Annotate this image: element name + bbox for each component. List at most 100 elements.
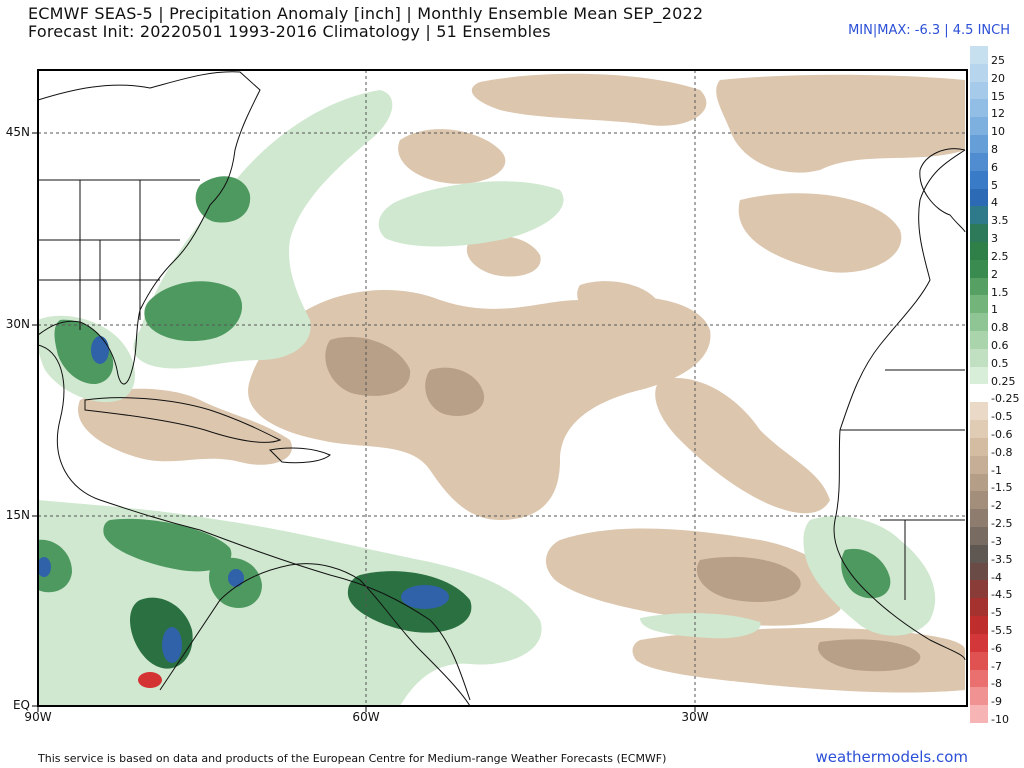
legend-label: -2.5 <box>991 517 1013 531</box>
hispaniola-coast <box>268 447 331 464</box>
legend-entry: 4 <box>970 188 1018 208</box>
dry-anomaly-region <box>577 281 661 327</box>
map-frame <box>37 69 968 707</box>
legend-swatch <box>970 81 988 100</box>
legend-swatch <box>970 633 988 652</box>
legend-entry: 2.5 <box>970 241 1018 263</box>
legend-swatch <box>970 259 988 278</box>
strong-wet-core <box>195 176 251 223</box>
strong-wet-core <box>38 539 72 593</box>
legend-entry: -0.5 <box>970 402 1018 424</box>
dry-anomaly-region <box>466 235 541 277</box>
strong-wet-core <box>144 281 243 342</box>
legend-label: 3 <box>991 232 998 246</box>
dry-anomaly-region <box>655 378 830 514</box>
legend-entry: -2 <box>970 491 1018 511</box>
legend-entry: 10 <box>970 117 1018 139</box>
ecmwf-disclaimer: This service is based on data and produc… <box>38 752 667 765</box>
legend-label: 0.25 <box>991 374 1016 388</box>
legend-swatch <box>970 598 988 617</box>
us-state-borders <box>38 179 200 330</box>
min-max-readout: MIN|MAX: -6.3 | 4.5 INCH <box>848 23 1010 38</box>
color-scale-legend: 25 20 15 12 10 8 6 5 4 3.5 3 2.5 2 1.5 1 0.8 0.6 0.5 0.25 -… <box>970 46 1020 727</box>
latitude-label-eq: EQ <box>12 698 30 712</box>
africa-borders <box>840 369 965 600</box>
coastlines <box>38 71 966 706</box>
legend-label: -4 <box>991 570 1002 584</box>
legend-entry: -0.6 <box>970 420 1018 442</box>
legend-label: 12 <box>991 107 1005 121</box>
strong-dry-core <box>425 367 485 416</box>
legend-label: -10 <box>991 713 1009 727</box>
very-wet-core <box>38 557 51 577</box>
legend-entry: -4.5 <box>970 580 1018 600</box>
legend-swatch <box>970 46 988 64</box>
legend-label: -0.5 <box>991 410 1013 424</box>
very-wet-core <box>401 585 449 609</box>
legend-swatch <box>970 491 988 510</box>
legend-swatch <box>970 135 988 153</box>
legend-swatch <box>970 241 988 260</box>
legend-label: 0.5 <box>991 356 1009 370</box>
anomaly-shading <box>38 73 965 706</box>
legend-swatch <box>970 117 988 136</box>
gulf-of-mexico-coast <box>38 344 471 701</box>
legend-swatch <box>970 170 988 189</box>
legend-swatch <box>970 277 988 296</box>
cuba-coast <box>84 397 282 443</box>
legend-entry: -2.5 <box>970 509 1018 531</box>
legend-label: -1 <box>991 463 1002 477</box>
legend-entry: 2 <box>970 259 1018 280</box>
legend-swatch <box>970 437 988 456</box>
legend-entry: 3.5 <box>970 206 1018 228</box>
legend-swatch <box>970 188 988 207</box>
legend-entry: -6 <box>970 633 1018 655</box>
chart-title-line1: ECMWF SEAS-5 | Precipitation Anomaly [in… <box>28 4 704 23</box>
legend-swatch <box>970 509 988 528</box>
strong-wet-core <box>841 548 891 599</box>
longitude-label-90w: 90W <box>24 710 52 724</box>
legend-label: 3.5 <box>991 214 1009 228</box>
legend-swatch <box>970 206 988 225</box>
legend-label: 5 <box>991 178 998 192</box>
legend-entry: 0.5 <box>970 348 1018 370</box>
legend-swatch <box>970 152 988 171</box>
legend-label: -0.6 <box>991 428 1013 442</box>
legend-swatch <box>970 687 988 706</box>
very-wet-core <box>228 569 244 587</box>
latitude-label-45n: 45N <box>5 125 30 139</box>
legend-swatch <box>970 384 988 403</box>
legend-label: -0.25 <box>991 392 1020 406</box>
legend-swatch <box>970 99 988 118</box>
dry-anomaly-region <box>398 129 506 184</box>
dry-anomaly-region <box>78 388 292 465</box>
latitude-label-30n: 30N <box>5 317 30 331</box>
extreme-dry-core <box>138 672 162 688</box>
legend-swatch <box>970 705 988 723</box>
legend-swatch <box>970 473 988 492</box>
legend-label: 20 <box>991 71 1005 85</box>
legend-swatch <box>970 562 988 581</box>
legend-label: 2.5 <box>991 249 1009 263</box>
legend-swatch <box>970 313 988 332</box>
legend-swatch <box>970 224 988 242</box>
legend-entry: -0.8 <box>970 437 1018 458</box>
legend-swatch <box>970 63 988 82</box>
legend-entry: -9 <box>970 687 1018 709</box>
legend-swatch <box>970 420 988 438</box>
legend-label: -6 <box>991 641 1002 655</box>
south-america-coast <box>159 563 471 706</box>
legend-label: 10 <box>991 125 1005 139</box>
legend-entry: 0.25 <box>970 366 1018 388</box>
legend-entry: -10 <box>970 705 1018 727</box>
legend-swatch <box>970 348 988 367</box>
brand-link[interactable]: weathermodels.com <box>815 748 968 766</box>
legend-swatch <box>970 651 988 670</box>
longitude-label-60w: 60W <box>352 710 380 724</box>
legend-label: -5.5 <box>991 624 1013 637</box>
legend-entry: -5.5 <box>970 616 1018 637</box>
legend-label: 0.6 <box>991 338 1009 352</box>
legend-label: -9 <box>991 695 1002 709</box>
strong-dry-core <box>817 639 921 672</box>
